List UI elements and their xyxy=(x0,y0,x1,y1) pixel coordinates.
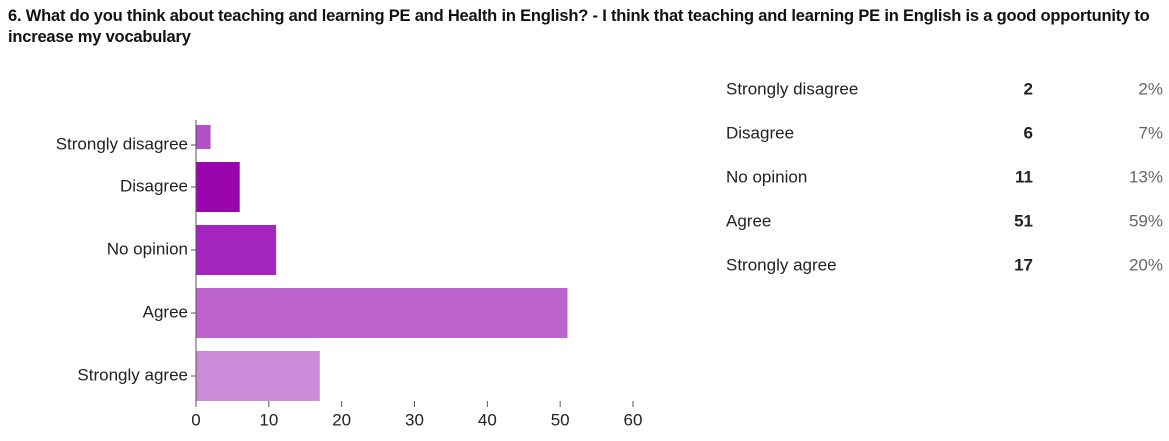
table-percent: 7% xyxy=(1138,123,1163,142)
table-count: 2 xyxy=(1024,79,1033,98)
plot-area xyxy=(196,125,568,401)
table-percent: 13% xyxy=(1129,167,1163,186)
bar xyxy=(196,351,320,401)
y-tick-label: Disagree xyxy=(120,176,188,195)
table-count: 11 xyxy=(1015,167,1033,186)
y-tick-label: Agree xyxy=(143,302,188,321)
table-category: No opinion xyxy=(726,167,807,186)
x-tick-label: 0 xyxy=(191,410,200,429)
table-percent: 59% xyxy=(1129,211,1163,230)
table-percent: 20% xyxy=(1129,255,1163,274)
table-count: 17 xyxy=(1014,255,1033,274)
y-tick-label: Strongly agree xyxy=(77,365,188,384)
table-category: Strongly agree xyxy=(726,255,837,274)
y-tick-label: Strongly disagree xyxy=(56,134,188,153)
table-count: 6 xyxy=(1024,123,1033,142)
x-tick-label: 20 xyxy=(332,410,351,429)
bar xyxy=(196,225,277,275)
table-category: Strongly disagree xyxy=(726,79,858,98)
table-category: Agree xyxy=(726,211,771,230)
x-tick-label: 30 xyxy=(405,410,424,429)
table-count: 51 xyxy=(1014,211,1033,230)
bar xyxy=(196,162,240,212)
x-tick-label: 40 xyxy=(478,410,497,429)
table-percent: 2% xyxy=(1138,79,1163,98)
x-tick-label: 50 xyxy=(551,410,570,429)
chart-title: 6. What do you think about teaching and … xyxy=(8,7,1150,46)
bar xyxy=(196,288,568,338)
x-tick-label: 10 xyxy=(259,410,278,429)
table-category: Disagree xyxy=(726,123,794,142)
x-tick-label: 60 xyxy=(624,410,643,429)
y-tick-label: No opinion xyxy=(107,239,188,258)
bar xyxy=(196,125,211,149)
